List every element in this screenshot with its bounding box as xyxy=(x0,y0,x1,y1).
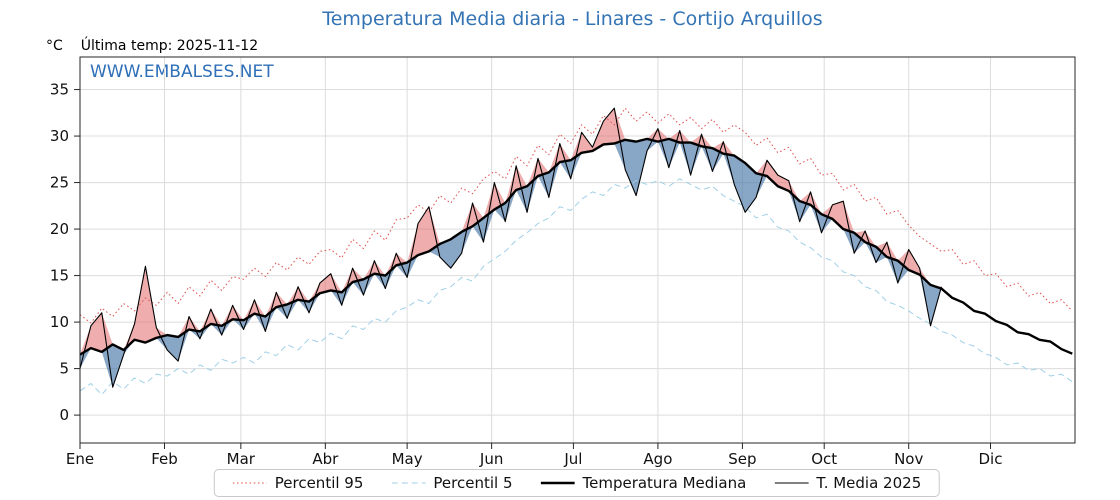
last-temp-label: Última temp: 2025-11-12 xyxy=(80,38,259,54)
y-tick-label: 5 xyxy=(59,360,69,378)
series-percentil-5 xyxy=(79,178,1073,396)
legend-line-sample xyxy=(391,482,426,484)
x-tick-label: Feb xyxy=(151,450,178,468)
x-tick-label: Dic xyxy=(979,450,1003,468)
chart-legend: Percentil 95 Percentil 5 Temperatura Media… xyxy=(213,469,941,497)
x-tick-label: Oct xyxy=(811,450,837,468)
y-tick-label: 35 xyxy=(50,81,69,99)
legend-label: Percentil 5 xyxy=(433,474,513,492)
x-tick-label: Jun xyxy=(479,450,503,468)
y-tick-label: 15 xyxy=(50,267,69,285)
x-tick-label: Sep xyxy=(728,450,756,468)
corner-labels: °C Última temp: 2025-11-12 xyxy=(46,38,258,54)
legend-item: Temperatura Mediana xyxy=(540,474,746,492)
fill-below-median xyxy=(80,138,942,388)
x-tick-label: Abr xyxy=(312,450,339,468)
watermark: WWW.EMBALSES.NET xyxy=(90,62,274,82)
y-tick-label: 30 xyxy=(50,127,69,145)
y-tick-label: 10 xyxy=(50,313,69,331)
legend-label: Temperatura Mediana xyxy=(582,474,747,492)
x-tick-label: Jul xyxy=(563,450,582,468)
legend-item: T. Media 2025 xyxy=(774,474,921,492)
legend-item: Percentil 95 xyxy=(232,474,364,492)
x-tick-label: Ago xyxy=(643,450,672,468)
series-t-media-2025 xyxy=(79,107,942,388)
chart-title: Temperatura Media diaria - Linares - Cor… xyxy=(322,8,823,30)
legend-item: Percentil 5 xyxy=(391,474,512,492)
legend-line-sample xyxy=(774,482,809,484)
x-tick-label: Mar xyxy=(227,450,256,468)
y-tick-label: 25 xyxy=(50,174,69,192)
axes-frame xyxy=(79,56,1076,444)
legend-line-sample xyxy=(232,482,267,484)
y-tick-label: 0 xyxy=(59,406,69,424)
legend-label: T. Media 2025 xyxy=(816,474,922,492)
x-tick-label: Nov xyxy=(894,450,923,468)
y-tick-label: 20 xyxy=(50,220,69,238)
legend-line-sample xyxy=(540,481,575,485)
legend-label: Percentil 95 xyxy=(274,474,364,492)
x-tick-label: Ene xyxy=(66,450,94,468)
fill-above-median xyxy=(80,108,942,355)
x-tick-label: May xyxy=(392,450,423,468)
unit-label: °C xyxy=(46,38,63,54)
